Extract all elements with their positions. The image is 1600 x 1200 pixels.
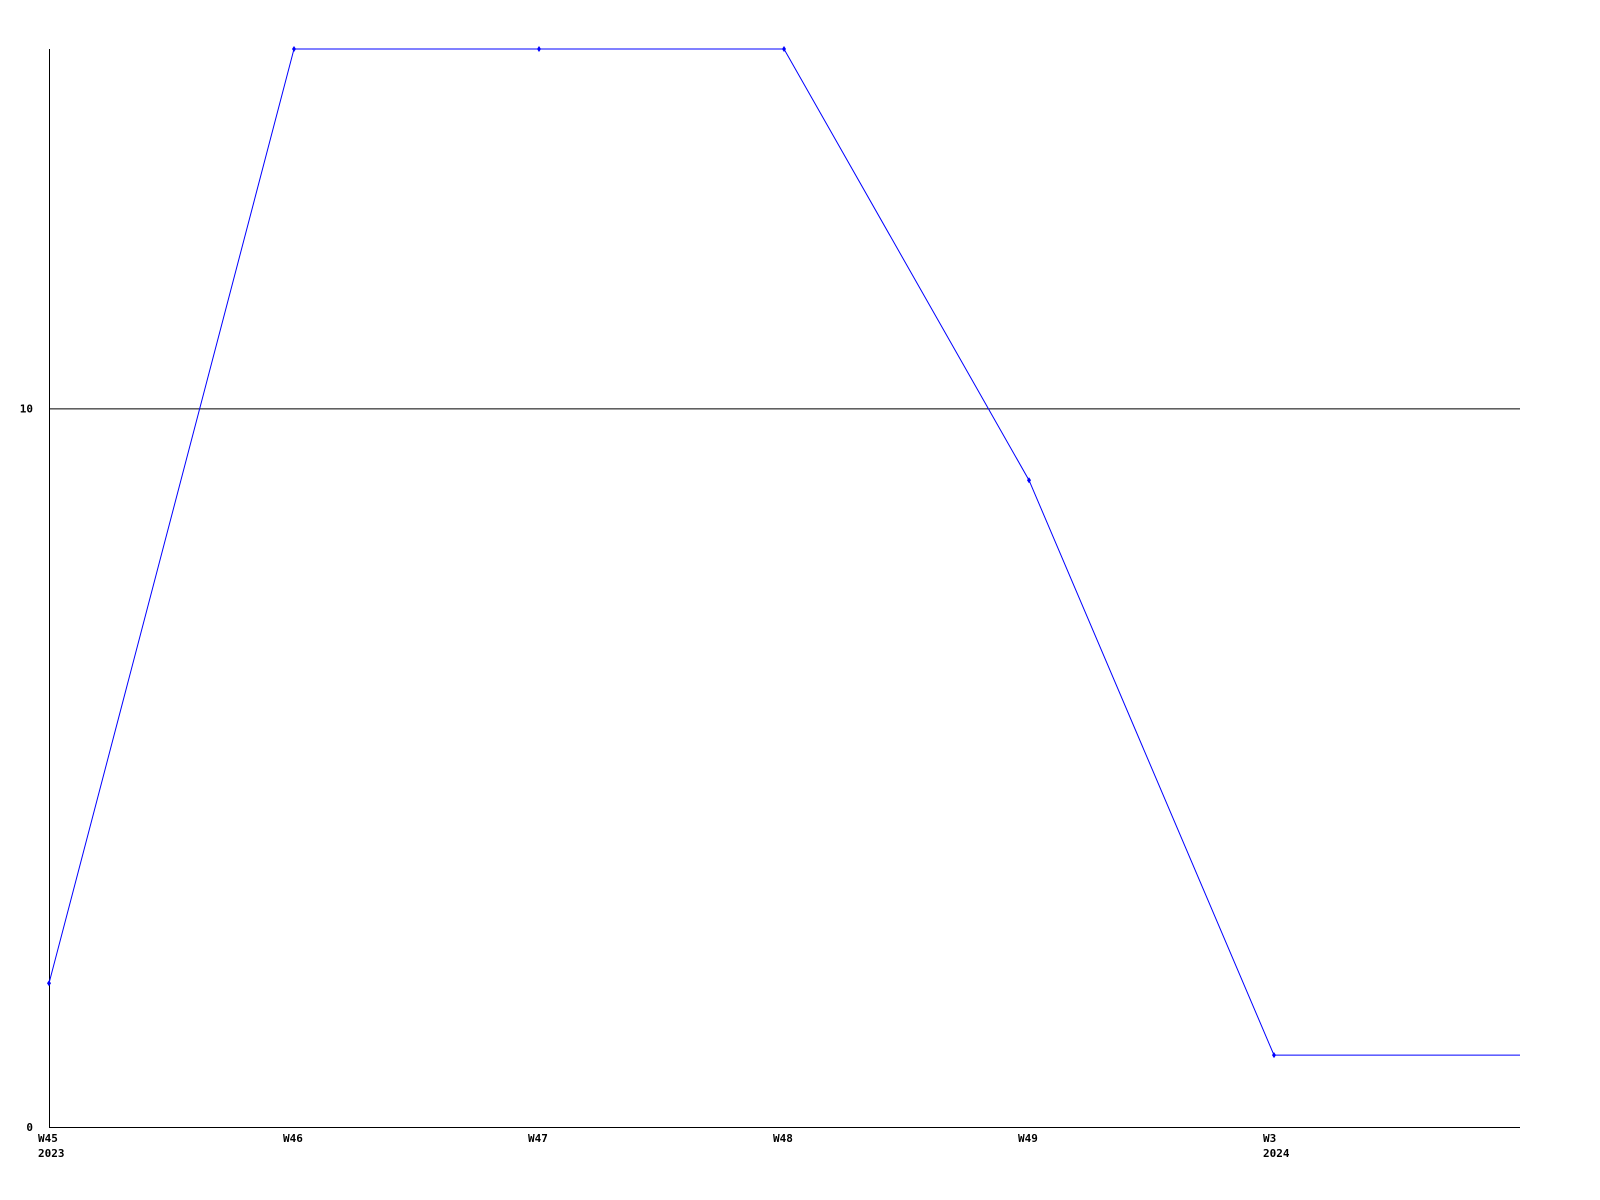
x-tick-label: W48 xyxy=(773,1132,793,1145)
data-point-marker xyxy=(292,46,296,52)
x-tick-sublabel: 2024 xyxy=(1263,1147,1290,1160)
x-tick-label: W47 xyxy=(528,1132,548,1145)
x-tick-label: W3 xyxy=(1263,1132,1276,1145)
data-point-marker xyxy=(782,46,786,52)
x-tick-label: W46 xyxy=(283,1132,303,1145)
x-tick-sublabel: 2023 xyxy=(38,1147,65,1160)
y-tick-label: 10 xyxy=(20,402,33,415)
series-layer xyxy=(47,46,1520,1059)
data-point-marker xyxy=(47,980,51,987)
data-point-marker xyxy=(537,46,541,52)
x-tick-label: W45 xyxy=(38,1132,58,1145)
y-tick-label: 0 xyxy=(26,1121,33,1134)
tick-labels: 0 10 W45 2023 W46 W47 W48 W49 W3 2024 xyxy=(20,402,1290,1160)
axes xyxy=(49,49,1520,1128)
data-point-marker xyxy=(1027,477,1031,484)
series-line xyxy=(48,48,1520,1056)
data-point-marker xyxy=(1272,1052,1276,1059)
x-tick-label: W49 xyxy=(1018,1132,1038,1145)
